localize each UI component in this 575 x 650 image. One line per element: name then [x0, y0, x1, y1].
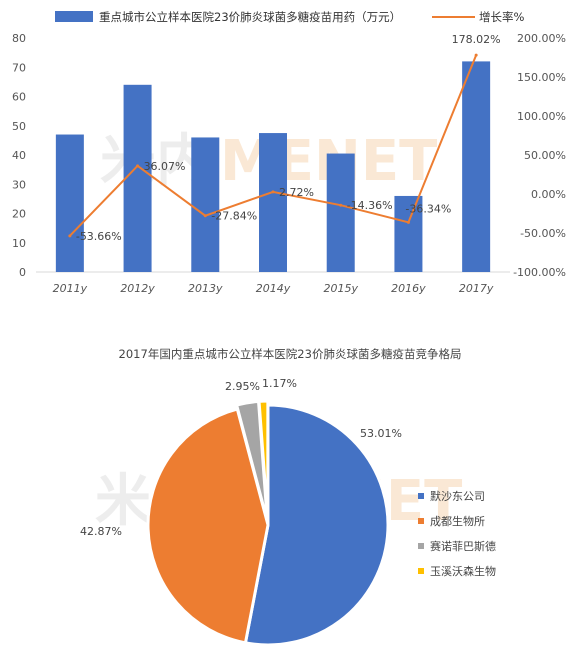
- line-point: [271, 190, 275, 194]
- pie-data-label: 53.01%: [360, 427, 402, 440]
- legend-label-line: 增长率%: [479, 10, 524, 24]
- line-point: [68, 234, 72, 238]
- bar: [123, 84, 152, 272]
- line-data-label: 178.02%: [452, 33, 501, 46]
- y2-tick-label: 200.00%: [517, 32, 566, 45]
- line-point: [406, 220, 410, 224]
- x-tick-label: 2014y: [256, 282, 291, 295]
- y-tick-label: 70: [12, 61, 26, 74]
- pie-data-labels: 53.01% 42.87% 2.95% 1.17%: [80, 377, 402, 538]
- legend-label: 玉溪沃森生物: [430, 564, 496, 578]
- x-tick-label: 2015y: [323, 282, 358, 295]
- legend-swatch-bar: [55, 11, 93, 22]
- y-tick-label: 50: [12, 120, 26, 133]
- x-tick-label: 2012y: [120, 282, 155, 295]
- y2-tick-label: -50.00%: [520, 227, 566, 240]
- legend-swatch: [418, 518, 424, 524]
- x-tick-label: 2017y: [459, 282, 494, 295]
- pie-slice: [243, 403, 390, 647]
- y-tick-label: 60: [12, 91, 26, 104]
- line-point: [203, 214, 207, 218]
- chart-legend: 重点城市公立样本医院23价肺炎球菌多糖疫苗用药（万元） 增长率%: [55, 10, 524, 24]
- line-data-label: -36.34%: [405, 202, 451, 215]
- x-tick-label: 2016y: [391, 282, 426, 295]
- growth-line: -53.66% 36.07% -27.84% 2.72% -14.36% -36.34% 1…: [68, 33, 501, 243]
- pie-data-label: 1.17%: [262, 377, 297, 390]
- bar: [259, 133, 287, 272]
- line-point: [339, 203, 343, 207]
- y-tick-label: 30: [12, 178, 26, 191]
- legend-swatch: [418, 493, 424, 499]
- y-tick-label: 40: [12, 149, 26, 162]
- y2-tick-label: 0.00%: [531, 188, 566, 201]
- bar: [55, 134, 84, 272]
- y-tick-label: 0: [19, 266, 26, 279]
- y-tick-label: 20: [12, 208, 26, 221]
- legend-label: 赛诺菲巴斯德: [430, 539, 496, 553]
- bar-line-chart: 重点城市公立样本医院23价肺炎球菌多糖疫苗用药（万元） 增长率% 米内 MENE…: [12, 10, 566, 295]
- line-data-label: 36.07%: [144, 160, 186, 173]
- y2-tick-label: 100.00%: [517, 110, 566, 123]
- bar: [462, 61, 491, 273]
- pie-data-label: 42.87%: [80, 525, 122, 538]
- bar: [191, 137, 220, 272]
- legend-label: 默沙东公司: [430, 490, 485, 503]
- line-data-label: -53.66%: [76, 230, 122, 243]
- y-tick-label: 80: [12, 32, 26, 45]
- pie-slices: [146, 399, 390, 647]
- y-tick-label: 10: [12, 237, 26, 250]
- bar: [394, 195, 423, 272]
- legend-label: 成都生物所: [430, 514, 485, 528]
- y2-tick-label: 50.00%: [524, 149, 566, 162]
- bars: [55, 61, 491, 273]
- legend-swatch: [418, 543, 424, 549]
- legend-label-bar: 重点城市公立样本医院23价肺炎球菌多糖疫苗用药（万元）: [99, 10, 401, 24]
- y2-tick-label: -100.00%: [513, 266, 566, 279]
- y2-tick-label: 150.00%: [517, 71, 566, 84]
- bar: [326, 153, 355, 272]
- pie-chart: 2017年国内重点城市公立样本医院23价肺炎球菌多糖疫苗竞争格局 米内 MENE…: [80, 347, 496, 647]
- pie-slice: [257, 399, 270, 522]
- line-point: [136, 164, 140, 168]
- pie-slice: [146, 407, 270, 645]
- x-tick-label: 2011y: [53, 282, 88, 295]
- x-tick-label: 2013y: [188, 282, 223, 295]
- line-data-label: -14.36%: [347, 199, 393, 212]
- line-point: [474, 53, 478, 57]
- axes: 0 10 20 30 40 50 60 70 80 -100.00% -50.00% 0.00% 50.…: [12, 32, 566, 295]
- line-data-label: -27.84%: [211, 210, 257, 223]
- pie-title: 2017年国内重点城市公立样本医院23价肺炎球菌多糖疫苗竞争格局: [119, 347, 462, 361]
- legend-swatch: [418, 568, 424, 574]
- pie-data-label: 2.95%: [225, 380, 260, 393]
- line-data-label: 2.72%: [279, 186, 314, 199]
